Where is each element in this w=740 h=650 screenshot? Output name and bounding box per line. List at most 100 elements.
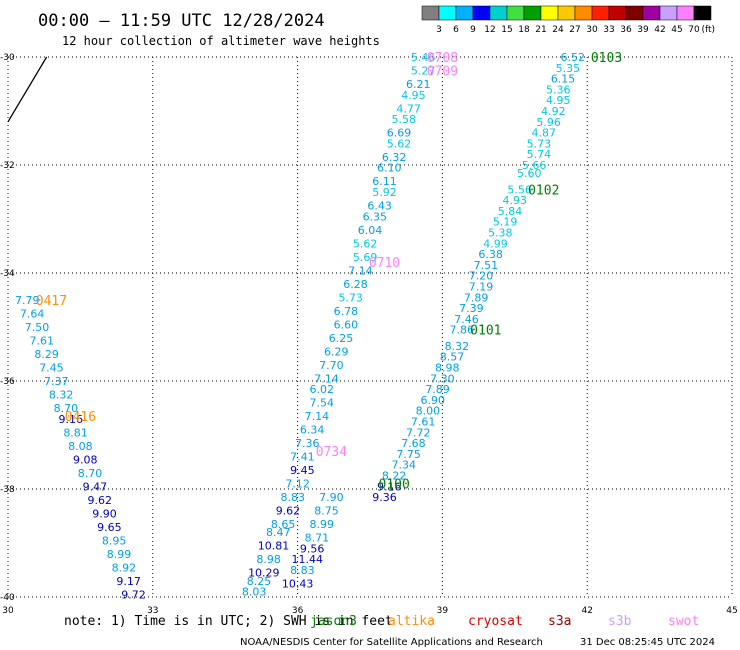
swh-value: 8.32 — [49, 389, 74, 402]
swh-value: 8.99 — [107, 548, 132, 561]
swh-value: 7.30 — [430, 372, 455, 385]
swh-value: 9.90 — [92, 507, 117, 520]
colorbar-label: 42 — [654, 25, 665, 35]
y-tick-label: -36 — [0, 377, 15, 387]
data-points: 5.465.276.214.954.775.586.695.626.326.10… — [15, 51, 585, 601]
swh-value: 4.92 — [541, 105, 566, 118]
swh-value: 5.84 — [498, 205, 523, 218]
colorbar-swatch — [574, 5, 593, 21]
swh-value: 9.47 — [83, 480, 108, 493]
legend-altika: altika — [388, 614, 435, 629]
legend-swot: swot — [668, 614, 699, 629]
swh-value: 8.98 — [435, 362, 460, 375]
axis-ticks: 30 33 36 39 42 45 -30 -32 -34 -36 -38 -40 — [0, 53, 738, 616]
track-id-label: 0734 — [316, 445, 347, 460]
y-tick-label: -38 — [0, 485, 15, 495]
swh-value: 5.27 — [411, 65, 436, 78]
swh-value: 8.57 — [440, 351, 465, 364]
swh-value: 7.14 — [348, 264, 373, 277]
colorbar: 3 6 9 12 15 18 21 24 27 30 33 36 39 42 45 70 (ft) — [421, 5, 715, 35]
swh-value: 6.25 — [329, 332, 354, 345]
swh-value: 9.62 — [276, 505, 301, 518]
legend-cryosat: cryosat — [468, 614, 523, 629]
swh-value: 5.73 — [527, 137, 552, 150]
swh-value: 6.15 — [551, 73, 576, 86]
swh-value: 7.54 — [309, 397, 334, 410]
colorbar-swatch — [523, 5, 542, 21]
track-id-label: 0100 — [378, 478, 409, 493]
x-tick-label: 30 — [2, 606, 14, 616]
colorbar-swatch — [659, 5, 678, 21]
swh-value: 6.21 — [406, 78, 431, 91]
swh-value: 7.89 — [464, 291, 489, 304]
swh-value: 4.87 — [532, 127, 557, 140]
colorbar-swatch — [540, 5, 559, 21]
swh-value: 5.19 — [493, 216, 518, 229]
track-id-label: 0102 — [528, 183, 559, 198]
y-tick-label: -34 — [0, 269, 15, 279]
colorbar-label: 15 — [501, 25, 512, 35]
swh-value: 5.46 — [411, 51, 436, 64]
swh-value: 7.39 — [459, 302, 484, 315]
swh-value: 6.34 — [300, 424, 325, 437]
swh-value: 9.17 — [116, 575, 141, 588]
swh-value: 9.56 — [300, 542, 325, 555]
x-tick-label: 45 — [726, 606, 737, 616]
colorbar-label: 27 — [569, 25, 580, 35]
swh-value: 5.73 — [338, 291, 363, 304]
colorbar-swatch — [472, 5, 491, 21]
colorbar-unit: (ft) — [701, 25, 715, 35]
colorbar-label: 9 — [470, 25, 476, 35]
swh-value: 5.92 — [372, 186, 397, 199]
colorbar-label: 18 — [518, 25, 530, 35]
swh-value: 6.52 — [560, 51, 585, 64]
swh-value: 10.43 — [282, 578, 314, 591]
colorbar-label: 39 — [637, 25, 649, 35]
y-tick-label: -40 — [0, 593, 15, 603]
footer-timestamp: 31 Dec 08:25:45 UTC 2024 — [580, 637, 715, 648]
swh-value: 6.11 — [372, 175, 397, 188]
colorbar-swatch — [438, 5, 457, 21]
swh-value: 7.75 — [396, 448, 421, 461]
swh-value: 5.96 — [536, 116, 561, 129]
coastline — [7, 56, 48, 123]
swh-value: 7.61 — [30, 335, 55, 348]
swh-value: 5.60 — [517, 167, 542, 180]
swh-value: 9.45 — [290, 464, 315, 477]
swh-value: 9.72 — [121, 588, 146, 601]
swh-value: 9.65 — [97, 521, 122, 534]
swh-value: 8.29 — [34, 348, 59, 361]
swh-value: 5.69 — [353, 251, 378, 264]
swh-value: 5.74 — [527, 148, 552, 161]
chart-title: 00:00 – 11:59 UTC 12/28/2024 — [38, 11, 325, 31]
swh-value: 10.81 — [258, 540, 290, 553]
swh-value: 9.36 — [372, 491, 397, 504]
satellite-legend: jason3 altika cryosat s3a s3b swot — [310, 614, 699, 629]
swh-value: 7.64 — [20, 308, 45, 321]
swh-value: 4.99 — [483, 237, 508, 250]
swh-value: 8.83 — [290, 564, 315, 577]
swh-value: 8.75 — [314, 505, 339, 518]
swh-value: 6.78 — [334, 305, 359, 318]
swh-value: 7.46 — [454, 313, 479, 326]
swh-value: 8.22 — [382, 470, 407, 483]
swh-value: 6.38 — [478, 248, 503, 261]
colorbar-swatch — [455, 5, 474, 21]
x-tick-label: 33 — [147, 606, 158, 616]
swh-value: 6.69 — [387, 127, 412, 140]
swh-value: 8.81 — [63, 426, 88, 439]
swh-value: 8.70 — [78, 467, 103, 480]
swh-value: 7.61 — [411, 416, 436, 429]
colorbar-swatch — [506, 5, 525, 21]
swh-value: 10.29 — [248, 567, 280, 580]
colorbar-label: 33 — [603, 25, 614, 35]
swh-value: 4.77 — [396, 102, 421, 115]
swh-value: 6.04 — [358, 224, 383, 237]
colorbar-swatch — [693, 5, 712, 21]
swh-value: 8.03 — [242, 586, 267, 599]
footer-note: note: 1) Time is in UTC; 2) SWH is in fe… — [64, 614, 393, 629]
swh-value: 6.43 — [367, 200, 392, 213]
